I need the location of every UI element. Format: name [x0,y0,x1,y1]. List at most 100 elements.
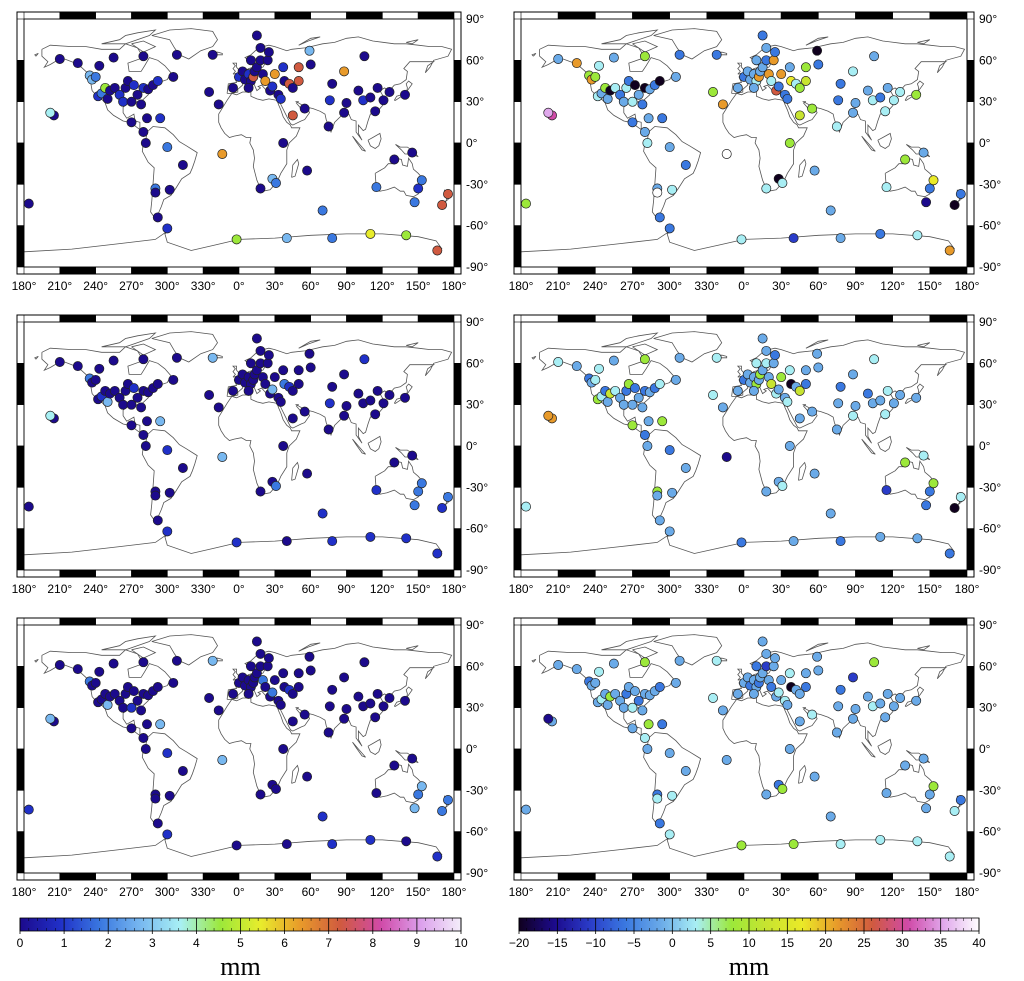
site-marker [639,354,650,365]
site-marker [365,395,376,406]
site-marker [150,793,161,804]
site-marker [732,688,743,699]
site-marker [278,365,289,376]
longitude-tick-label: 240° [83,582,108,596]
site-marker [670,71,681,82]
colorbar-tick-label: 40 [972,936,986,950]
colorbar-tick-label: 0 [17,936,24,950]
coastline [101,635,157,651]
site-marker [888,398,899,409]
coastline [917,342,931,348]
frame-segment [16,707,25,750]
latitude-tick-labels: 90° 60° 30° 0° -30° -60° -90° [979,315,1001,577]
site-marker [142,416,152,427]
latitude-tick-label: 60° [979,53,997,67]
site-marker [711,352,722,363]
site-marker [126,702,137,713]
frame-segment [453,101,462,144]
site-marker [255,789,266,800]
site-marker [353,691,364,702]
site-marker [416,478,427,489]
site-marker [955,492,966,502]
longitude-tick-label: 240° [583,279,608,293]
longitude-tick-labels: 180° 210° 240° 270° 300° 330° 0° 30° 60° 90° 120° 1… [12,885,467,899]
site-marker [543,107,554,118]
site-marker [633,392,644,403]
site-marker [627,399,638,410]
coastline [653,331,723,363]
frame-segment [520,569,559,578]
site-marker [732,82,743,93]
site-marker [281,233,292,244]
latitude-tick-labels: 90° 60° 30° 0° -30° -60° -90° [466,12,488,274]
site-marker [751,55,762,66]
frame-segment [167,314,204,323]
site-marker [269,675,280,686]
site-marker [825,811,836,822]
site-marker [784,365,795,376]
site-marker [142,113,152,124]
frame-segment [23,314,61,323]
map-frame [513,11,975,275]
site-marker [339,369,350,380]
site-marker [944,245,955,256]
site-marker [327,78,338,89]
site-markers [521,333,966,559]
coastline [141,126,198,220]
frame-segment [95,11,132,20]
site-marker [389,457,400,468]
latitude-tick-label: 90° [466,315,484,329]
frame-segment [513,831,522,874]
frame-segment [238,872,276,881]
latitude-tick-label: 60° [466,53,484,67]
longitude-tick-label: 60° [809,582,827,596]
site-marker [384,693,395,703]
site-marker [299,103,310,114]
frame-segment [453,225,462,268]
site-marker [571,58,582,69]
frame-segment [966,18,975,61]
site-marker [177,766,188,776]
site-marker [680,463,691,473]
longitude-tick-label: 210° [546,582,571,596]
frame-segment [706,266,745,275]
site-marker [128,80,139,91]
map-frame [16,11,462,275]
site-marker [807,406,818,417]
frame-segment [513,707,522,750]
site-marker [766,379,777,389]
frame-segment [310,872,347,881]
site-marker [955,795,966,805]
frame-segment [131,569,168,578]
longitude-tick-label: 60° [302,279,320,293]
frame-segment [417,314,455,323]
site-marker [639,51,650,62]
coastline [218,697,301,798]
frame-segment [238,266,276,275]
frame-segment [167,872,204,881]
site-marker [777,178,788,188]
site-marker [657,719,668,730]
frame-segment [95,872,132,881]
site-marker [708,87,718,97]
site-marker [293,682,304,692]
site-marker [401,230,412,241]
map-background [24,322,454,570]
coastline [643,732,702,826]
map-frame [513,617,975,881]
site-marker [833,398,844,409]
site-marker [900,154,911,165]
latitude-tick-label: 0° [466,439,478,453]
frame-segment [780,314,819,323]
site-marker [213,705,224,716]
site-marker [652,490,663,501]
site-marker [643,113,654,124]
frame-outline [513,11,975,275]
site-marker [278,62,289,73]
site-marker [643,416,654,427]
site-marker [271,178,281,188]
frame-segment [16,184,25,226]
site-marker [639,733,650,743]
latitude-tick-label: -30° [979,177,1001,191]
site-marker [630,383,640,394]
